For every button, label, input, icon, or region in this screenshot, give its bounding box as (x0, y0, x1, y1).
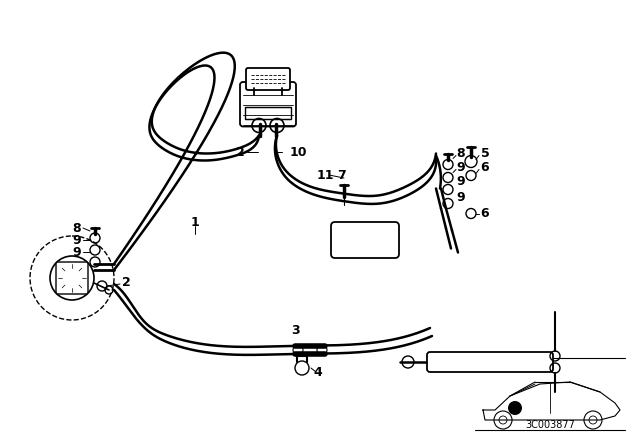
FancyBboxPatch shape (331, 222, 399, 258)
Text: 9: 9 (457, 191, 465, 204)
FancyBboxPatch shape (56, 262, 88, 294)
Text: 8: 8 (457, 147, 465, 160)
FancyBboxPatch shape (246, 68, 290, 90)
Text: 6: 6 (481, 161, 490, 174)
FancyBboxPatch shape (240, 82, 296, 126)
Text: 2: 2 (236, 146, 244, 159)
Circle shape (508, 401, 522, 415)
Text: 9: 9 (73, 246, 81, 258)
Text: 2: 2 (122, 276, 131, 289)
Text: 6: 6 (481, 207, 490, 220)
Text: 3C003877: 3C003877 (525, 420, 575, 430)
Text: 9: 9 (457, 161, 465, 174)
Text: 10: 10 (289, 146, 307, 159)
Text: 4: 4 (314, 366, 323, 379)
Bar (245, 107, 291, 119)
Text: 7: 7 (338, 168, 346, 181)
Text: 1: 1 (191, 215, 200, 228)
Text: 11: 11 (316, 168, 333, 181)
FancyBboxPatch shape (427, 352, 553, 372)
Text: 8: 8 (73, 221, 81, 234)
Text: 9: 9 (457, 175, 465, 188)
Text: 3: 3 (291, 323, 300, 336)
Text: 5: 5 (481, 147, 490, 160)
Text: 9: 9 (73, 233, 81, 246)
